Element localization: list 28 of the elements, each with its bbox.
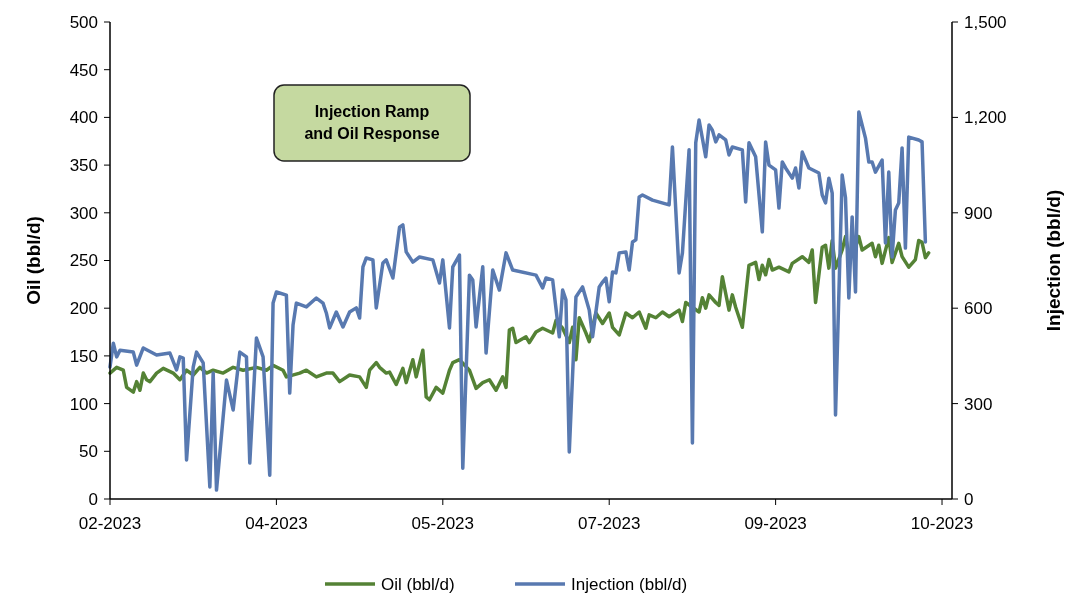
x-tick-label: 05-2023 <box>411 514 474 533</box>
y-axis-title: Oil (bbl/d) <box>23 216 44 305</box>
legend-label: Injection (bbl/d) <box>571 574 688 594</box>
y-tick-label: 0 <box>88 489 98 509</box>
y-tick-label: 300 <box>69 203 98 223</box>
y2-tick-label: 1,200 <box>964 108 1007 128</box>
y2-tick-label: 1,500 <box>964 12 1007 32</box>
annotation: Injection Ramp and Oil Response <box>304 103 440 142</box>
legend-label: Oil (bbl/d) <box>381 574 455 594</box>
y-tick-label: 250 <box>69 251 98 271</box>
y-tick-label: 450 <box>69 60 98 80</box>
y2-tick-label: 600 <box>964 299 993 319</box>
x-tick-label: 10-2023 <box>910 514 974 533</box>
y-tick-label: 350 <box>69 156 98 176</box>
y-tick-label: 200 <box>69 299 98 319</box>
y2-tick-label: 300 <box>964 394 993 414</box>
y-tick-label: 400 <box>69 108 98 128</box>
y-tick-label: 500 <box>69 12 98 32</box>
y-tick-label: 100 <box>69 394 98 414</box>
x-tick-label: 04-2023 <box>245 514 308 533</box>
y-tick-label: 150 <box>69 346 98 366</box>
y2-axis-title: Injection (bbl/d) <box>1043 189 1064 332</box>
x-tick-label: 07-2023 <box>578 514 641 533</box>
y2-tick-label: 0 <box>964 489 974 509</box>
y2-tick-label: 900 <box>964 203 993 223</box>
y-tick-label: 50 <box>79 442 98 462</box>
x-tick-label: 09-2023 <box>744 514 807 533</box>
x-tick-label: 02-2023 <box>78 514 142 533</box>
